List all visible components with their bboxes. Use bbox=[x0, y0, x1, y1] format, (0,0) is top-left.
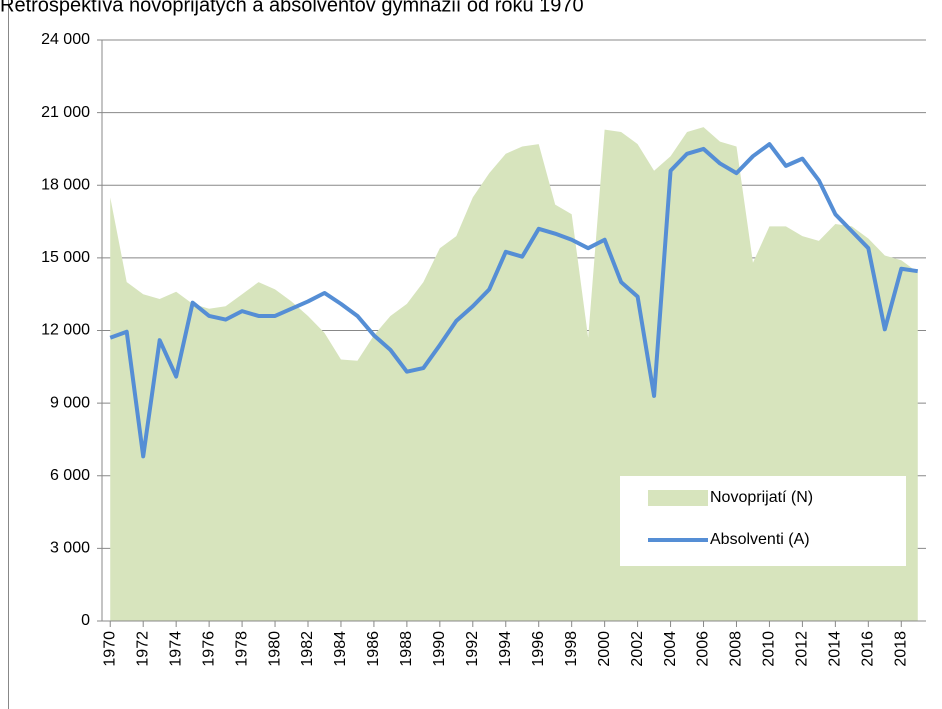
y-tick-label: 24 000 bbox=[41, 31, 90, 48]
x-tick-label: 1988 bbox=[398, 631, 415, 667]
x-tick-label: 2014 bbox=[827, 631, 844, 667]
y-tick-label: 15 000 bbox=[41, 249, 90, 266]
x-tick-label: 2006 bbox=[695, 631, 712, 667]
x-tick-label: 2016 bbox=[860, 631, 877, 667]
y-tick-label: 6 000 bbox=[50, 467, 90, 484]
y-tick-label: 18 000 bbox=[41, 176, 90, 193]
legend-swatch bbox=[648, 490, 708, 506]
x-tick-label: 1974 bbox=[167, 631, 184, 667]
x-tick-label: 1982 bbox=[299, 631, 316, 667]
y-tick-label: 21 000 bbox=[41, 104, 90, 121]
x-tick-label: 1972 bbox=[134, 631, 151, 667]
x-tick-label: 1970 bbox=[101, 631, 118, 667]
x-tick-label: 1976 bbox=[200, 631, 217, 667]
x-tick-label: 1998 bbox=[563, 631, 580, 667]
chart-title: Retrospektíva novoprijatých a absolvento… bbox=[0, 0, 584, 16]
y-tick-label: 0 bbox=[81, 612, 90, 629]
x-tick-label: 1980 bbox=[266, 631, 283, 667]
x-tick-label: 2000 bbox=[596, 631, 613, 667]
legend-label: Absolventi (A) bbox=[710, 531, 810, 548]
x-tick-label: 2002 bbox=[629, 631, 646, 667]
x-tick-label: 1978 bbox=[233, 631, 250, 667]
y-tick-label: 3 000 bbox=[50, 540, 90, 557]
x-tick-label: 1994 bbox=[497, 631, 514, 667]
line bbox=[109, 142, 919, 459]
legend: Novoprijatí (N) Absolventi (A) bbox=[620, 476, 906, 566]
x-tick-label: 1992 bbox=[464, 631, 481, 667]
x-tick-label: 2008 bbox=[728, 631, 745, 667]
x-tick-label: 2018 bbox=[892, 631, 909, 667]
legend-label: Novoprijatí (N) bbox=[710, 489, 813, 506]
x-tick-label: 1990 bbox=[431, 631, 448, 667]
x-tick-label: 1996 bbox=[530, 631, 547, 667]
x-tick-label: 2010 bbox=[761, 631, 778, 667]
y-tick-label: 12 000 bbox=[41, 322, 90, 339]
x-tick-label: 1984 bbox=[332, 631, 349, 667]
y-tick-label: 9 000 bbox=[50, 394, 90, 411]
x-tick-label: 1986 bbox=[365, 631, 382, 667]
chart-frame bbox=[8, 0, 9, 709]
x-tick-label: 2012 bbox=[794, 631, 811, 667]
x-tick-label: 2004 bbox=[662, 631, 679, 667]
